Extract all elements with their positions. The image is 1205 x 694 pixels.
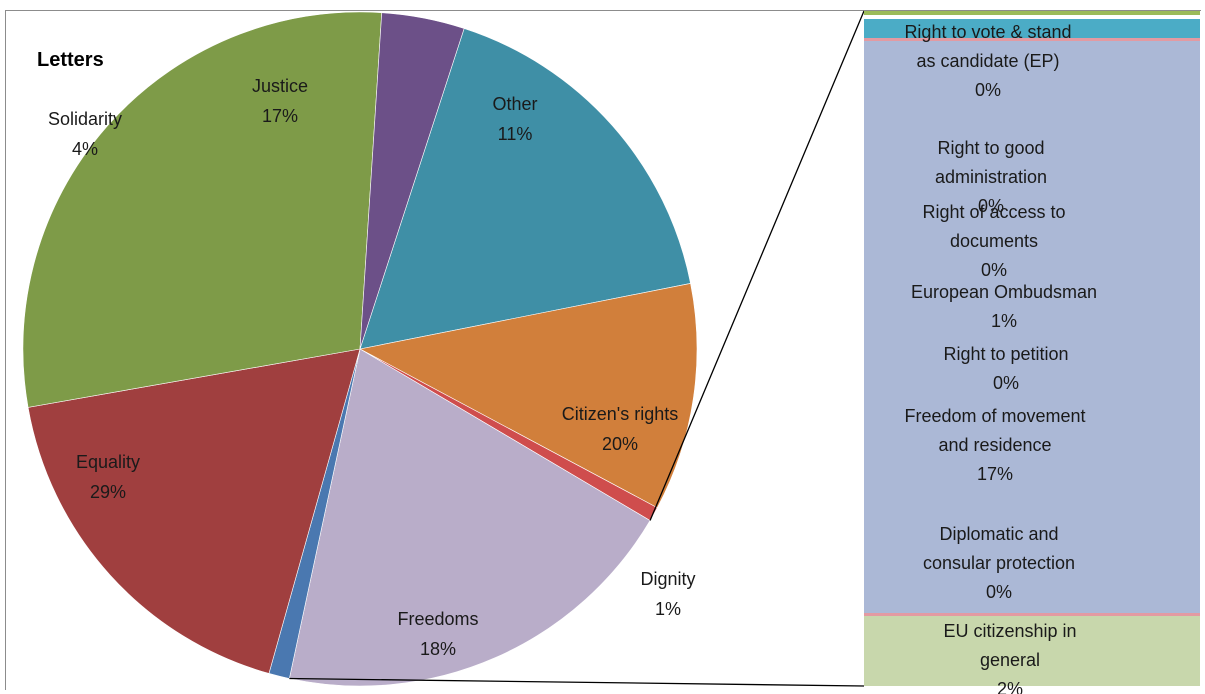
breakdown-label: Right to petition	[943, 344, 1068, 364]
slice-label: Dignity	[640, 569, 695, 589]
breakdown-label: Diplomatic and	[939, 524, 1058, 544]
slice-percent: 17%	[262, 106, 298, 126]
breakdown-percent: 2%	[997, 679, 1023, 694]
connector-line	[649, 10, 865, 521]
breakdown-segment	[864, 616, 1200, 686]
breakdown-segment	[864, 19, 1200, 39]
breakdown-labels: EU citizenship in general 2% Diplomatic and…	[904, 22, 1097, 694]
breakdown-cap	[864, 11, 1200, 15]
slice-label: Freedoms	[397, 609, 478, 629]
slice-label: Solidarity	[48, 109, 122, 129]
slice-percent: 18%	[420, 639, 456, 659]
breakdown-label: Right to good	[937, 138, 1044, 158]
slice-percent: 29%	[90, 482, 126, 502]
slice-percent: 20%	[602, 434, 638, 454]
chart-title: Letters	[37, 49, 104, 71]
breakdown-label: European Ombudsman	[911, 282, 1097, 302]
pie	[22, 11, 698, 687]
pie-slice-freedoms	[27, 348, 361, 674]
breakdown-bar	[864, 11, 1200, 686]
slice-percent: 1%	[655, 599, 681, 619]
slice-label: Equality	[76, 452, 140, 472]
slice-percent: 4%	[72, 139, 98, 159]
breakdown-label: administration	[935, 167, 1047, 187]
breakdown-percent: 0%	[986, 582, 1012, 602]
slice-label: Justice	[252, 76, 308, 96]
breakdown-segment	[864, 41, 1200, 42]
slice-label: Citizen's rights	[562, 404, 678, 424]
slice-label: Other	[492, 94, 537, 114]
breakdown-percent: 17%	[977, 464, 1013, 484]
breakdown-label: general	[980, 650, 1040, 670]
chart-frame	[5, 10, 1201, 690]
pie-slice-solidarity	[359, 12, 465, 350]
breakdown-percent: 1%	[991, 311, 1017, 331]
breakdown-label: and residence	[938, 435, 1051, 455]
slice-percent: 11%	[498, 124, 533, 144]
breakdown-percent: 0%	[975, 80, 1001, 100]
breakdown-label: EU citizenship in	[943, 621, 1076, 641]
breakdown-label: Freedom of movement	[904, 406, 1085, 426]
breakdown-percent: 0%	[981, 260, 1007, 280]
pie-slice-citizen-s-rights	[288, 348, 651, 687]
breakdown-segment	[864, 43, 1200, 613]
breakdown-label: Right to vote & stand	[904, 22, 1071, 42]
connector-line	[289, 677, 865, 687]
breakdown-percent: 0%	[993, 373, 1019, 393]
breakdown-label: as candidate (EP)	[916, 51, 1059, 71]
breakdown-segment	[864, 42, 1200, 43]
pie-slice-equality	[22, 11, 383, 408]
breakdown-label: documents	[950, 231, 1038, 251]
pie-slice-justice	[359, 28, 691, 350]
breakdown-segment	[864, 613, 1200, 616]
breakdown-separator	[864, 38, 1200, 41]
breakdown-label: consular protection	[923, 553, 1075, 573]
breakdown-percent: 0%	[978, 196, 1004, 216]
connector-lines	[289, 10, 865, 687]
pie-slice-other	[359, 283, 698, 509]
breakdown-label: Right of access to	[922, 202, 1065, 222]
pie-labels: Justice 17% Other 11% Citizen's rights 20% Dig…	[48, 76, 696, 659]
